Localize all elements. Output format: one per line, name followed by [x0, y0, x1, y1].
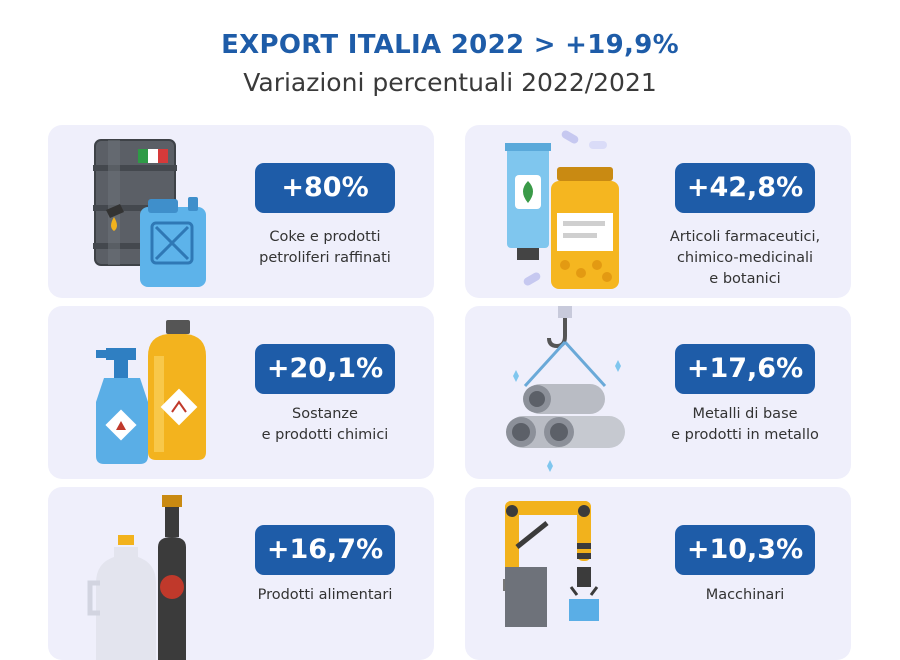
metal-pipes-hook-icon	[506, 306, 625, 472]
card-food: +16,7% Prodotti alimentari	[48, 487, 434, 660]
value-badge: +10,3%	[675, 525, 815, 575]
value-badge: +16,7%	[255, 525, 395, 575]
category-label: Metalli di base e prodotti in metallo	[671, 406, 819, 443]
medicine-tube-jar-icon	[505, 130, 619, 289]
food-bottles-icon	[87, 495, 186, 660]
oil-barrel-jerrycan-icon	[93, 139, 206, 287]
category-label: Macchinari	[705, 587, 785, 603]
value-badge: +80%	[255, 163, 395, 213]
chemical-bottles-icon	[96, 320, 206, 464]
category-label: Sostanze e prodotti chimici	[261, 406, 389, 443]
card-machinery: +10,3% Macchinari	[465, 487, 851, 660]
value-badge: +42,8%	[675, 163, 815, 213]
value-badge: +17,6%	[675, 344, 815, 394]
page-subtitle: Variazioni percentuali 2022/2021	[243, 68, 657, 97]
category-label: Coke e prodotti petroliferi raffinati	[259, 229, 391, 266]
category-label: Articoli farmaceutici, chimico-medicinal…	[669, 229, 821, 287]
card-metals: +17,6% Metalli di base e prodotti in met…	[465, 306, 851, 479]
category-label: Prodotti alimentari	[257, 587, 393, 603]
robot-arm-icon	[503, 501, 599, 627]
value-badge: +20,1%	[255, 344, 395, 394]
card-chemicals: +20,1% Sostanze e prodotti chimici	[48, 306, 434, 479]
page-title: EXPORT ITALIA 2022 > +19,9%	[221, 30, 679, 60]
card-pharmaceutical: +42,8% Articoli farmaceutici, chimico-me…	[465, 125, 851, 298]
card-coke-petroleum: +80% Coke e prodotti petroliferi raffina…	[48, 125, 434, 298]
